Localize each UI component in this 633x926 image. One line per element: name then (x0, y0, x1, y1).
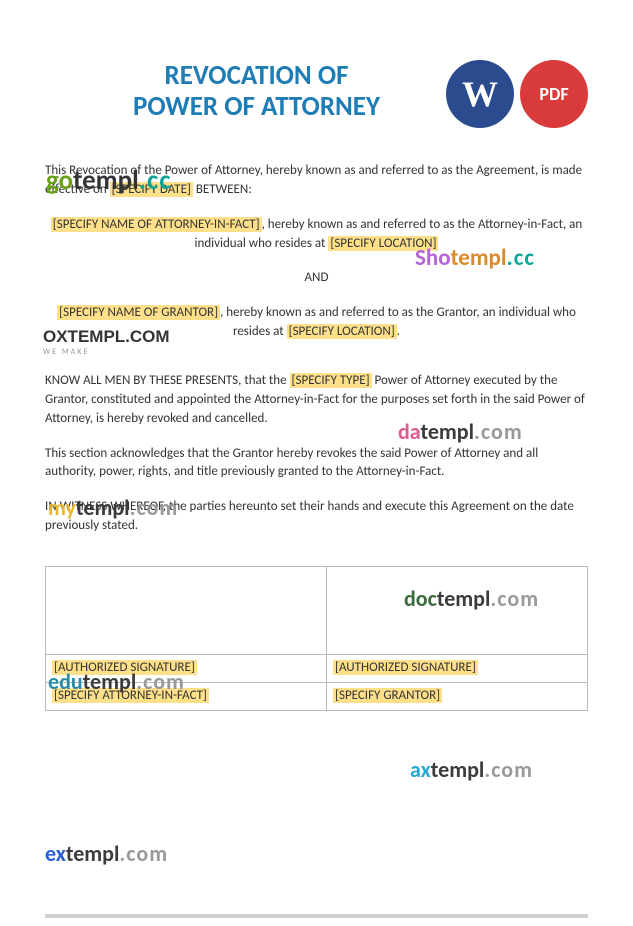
sig-name-right: [SPECIFY GRANTOR] (327, 682, 588, 710)
sig-space-left (46, 566, 327, 654)
signature-table: [AUTHORIZED SIGNATURE] [AUTHORIZED SIGNA… (45, 566, 588, 711)
field-attorney-location: [SPECIFY LOCATION] (328, 236, 438, 251)
field-auth-sig-2: [AUTHORIZED SIGNATURE] (333, 660, 478, 675)
word-badge: W (446, 60, 514, 128)
grantor-paragraph: [SPECIFY NAME OF GRANTOR], hereby known … (45, 304, 588, 342)
field-auth-sig-1: [AUTHORIZED SIGNATURE] (52, 660, 197, 675)
format-badges: W PDF (446, 60, 588, 128)
attorney-paragraph: [SPECIFY NAME OF ATTORNEY-IN-FACT], here… (45, 216, 588, 254)
sig-space-right (327, 566, 588, 654)
revoke-paragraph: This section acknowledges that the Grant… (45, 445, 588, 483)
sig-auth-left: [AUTHORIZED SIGNATURE] (46, 654, 327, 682)
title-line-1: REVOCATION OF (165, 59, 349, 92)
presents-text-a: KNOW ALL MEN BY THESE PRESENTS, that the (45, 373, 290, 388)
field-grantor-location: [SPECIFY LOCATION] (287, 324, 397, 339)
grantor-dot: . (397, 324, 400, 339)
presents-paragraph: KNOW ALL MEN BY THESE PRESENTS, that the… (45, 372, 588, 429)
sig-auth-right: [AUTHORIZED SIGNATURE] (327, 654, 588, 682)
field-specify-date: [SPECIFY DATE] (110, 182, 193, 197)
pdf-badge: PDF (520, 60, 588, 128)
field-sig-grantor: [SPECIFY GRANTOR] (333, 688, 442, 703)
witness-paragraph: IN WITNESS WHEREOF, the parties hereunto… (45, 498, 588, 536)
field-attorney-name: [SPECIFY NAME OF ATTORNEY-IN-FACT] (51, 217, 262, 232)
title-line-2: POWER OF ATTORNEY (133, 90, 380, 123)
watermark-ax: axtempl.com (410, 756, 533, 783)
field-grantor-name: [SPECIFY NAME OF GRANTOR] (57, 305, 220, 320)
intro-text-b: BETWEEN: (193, 182, 252, 197)
watermark-ex: extempl.com (45, 840, 168, 867)
intro-paragraph: This Revocation of the Power of Attorney… (45, 162, 588, 200)
field-sig-attorney: [SPECIFY ATTORNEY-IN-FACT] (52, 688, 209, 703)
footer-line (45, 914, 588, 918)
field-specify-type: [SPECIFY TYPE] (290, 373, 372, 388)
sig-name-left: [SPECIFY ATTORNEY-IN-FACT] (46, 682, 327, 710)
and-separator: AND (45, 269, 588, 288)
document-body: This Revocation of the Power of Attorney… (45, 162, 588, 711)
